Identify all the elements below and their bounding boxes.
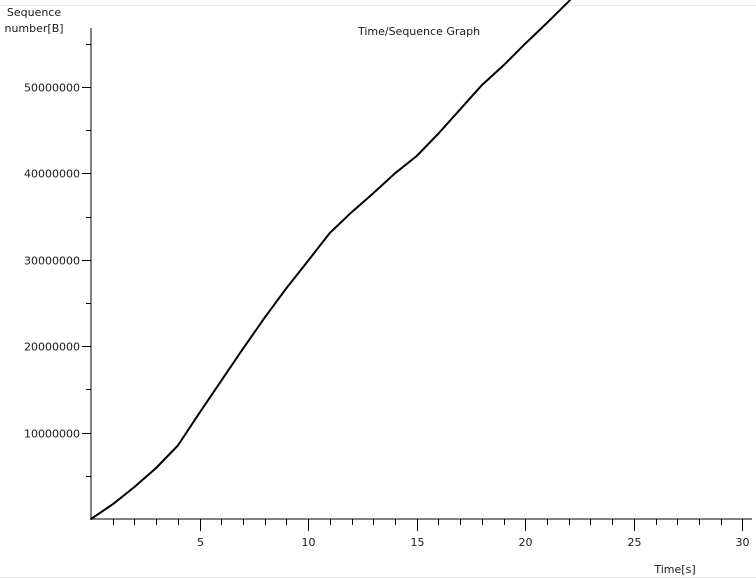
y-tick-label: 50000000 <box>24 82 80 95</box>
series-line <box>90 0 572 520</box>
x-tick-label: 20 <box>519 536 533 549</box>
y-tick-label: 40000000 <box>24 168 80 181</box>
x-tick-label: 15 <box>411 536 425 549</box>
x-tick-label: 10 <box>302 536 316 549</box>
x-axis-label: Time[s] <box>654 563 696 576</box>
y-axis-label-line1: Sequence <box>6 6 62 19</box>
top-border <box>0 5 756 6</box>
y-tick-label: 20000000 <box>24 341 80 354</box>
x-tick-label: 25 <box>628 536 642 549</box>
bottom-border <box>0 577 756 578</box>
chart-title: Time/Sequence Graph <box>357 25 481 38</box>
x-tick-label: 5 <box>197 536 204 549</box>
y-tick-label: 10000000 <box>24 428 80 441</box>
y-axis-label-line2: number[B] <box>4 22 64 35</box>
x-tick-label: 30 <box>736 536 750 549</box>
y-axis-label: Sequence number[B] <box>2 5 66 37</box>
y-tick-label: 30000000 <box>24 255 80 268</box>
